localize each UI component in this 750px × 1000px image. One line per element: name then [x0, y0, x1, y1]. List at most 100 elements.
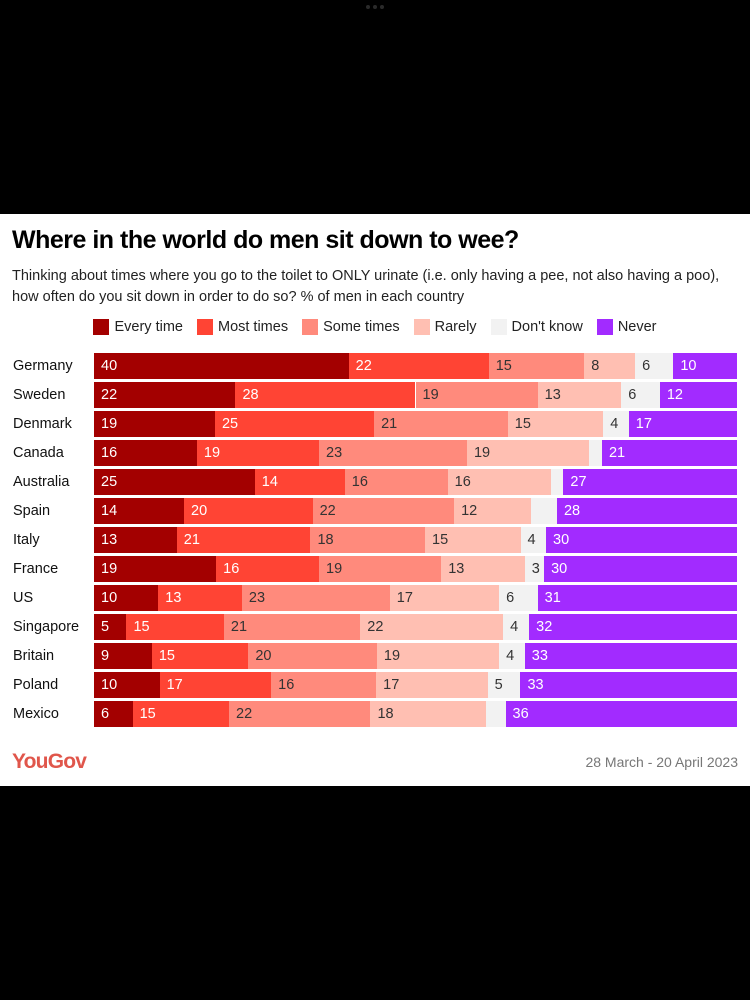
data-label: 6	[642, 358, 651, 374]
bar-segment-never: 32	[529, 614, 737, 640]
bar-segment-never: 27	[563, 469, 737, 495]
data-label: 16	[454, 474, 471, 490]
stacked-bar: 6 15 22 18 36	[94, 701, 737, 727]
bar-segment-never: 12	[659, 382, 737, 408]
data-label: 33	[531, 648, 548, 664]
data-label: 17	[635, 416, 652, 432]
data-label: 14	[101, 503, 118, 519]
data-label: 16	[223, 561, 240, 577]
legend-label: Some times	[323, 319, 400, 335]
stacked-bar: 5 15 21 22 4 32	[94, 614, 737, 640]
data-label: 20	[255, 648, 272, 664]
data-label: 5	[101, 619, 110, 635]
bar-segment-never: 31	[537, 585, 737, 611]
bar-segment-rarely: 17	[376, 672, 488, 698]
data-label: 19	[326, 561, 343, 577]
bar-segment-every-time: 10	[94, 672, 160, 698]
data-label: 17	[166, 677, 183, 693]
bar-segment-rarely: 18	[370, 701, 487, 727]
bar-segment-every-time: 14	[94, 498, 185, 524]
data-label: 10	[680, 358, 697, 374]
data-label: 21	[183, 532, 200, 548]
row-italy: Italy 13 21 18 15 4 30	[0, 527, 750, 553]
stacked-bar: 40 22 15 8 6 10	[94, 353, 737, 379]
bar-segment-never: 36	[505, 701, 737, 727]
bar-segment-don-t-know: 4	[520, 527, 546, 553]
category-label: Spain	[13, 503, 51, 519]
legend-label: Every time	[114, 319, 183, 335]
bar-segment-some-times: 23	[319, 440, 467, 466]
bar-segment-rarely: 12	[454, 498, 532, 524]
bar-segment-rarely: 17	[389, 585, 500, 611]
bar-segment-most-times: 15	[126, 614, 224, 640]
stacked-bar: 19 16 19 13 3 30	[94, 556, 737, 582]
window-drag-handle[interactable]	[366, 5, 384, 9]
data-label: 30	[553, 532, 570, 548]
data-label: 3	[531, 561, 540, 577]
bar-segment-some-times: 18	[310, 527, 426, 553]
bar-segment-never: 21	[601, 440, 737, 466]
bar-segment-rarely: 13	[441, 556, 525, 582]
data-label: 21	[608, 445, 626, 461]
bar-segment-most-times: 20	[184, 498, 313, 524]
data-label: 19	[473, 445, 491, 461]
bar-segment-most-times: 28	[235, 382, 416, 408]
bar-segment-most-times: 16	[216, 556, 320, 582]
data-label: 16	[278, 677, 295, 693]
data-label: 13	[544, 387, 561, 403]
data-label: 19	[422, 387, 439, 403]
data-label: 16	[101, 445, 118, 461]
stacked-bar: 25 14 16 16 27	[94, 469, 737, 495]
data-label: 15	[158, 648, 175, 664]
stacked-bar: 19 25 21 15 4 17	[94, 411, 737, 437]
data-label: 5	[494, 677, 503, 693]
bar-segment-every-time: 22	[94, 382, 236, 408]
data-label: 23	[326, 445, 343, 461]
data-label: 22	[355, 358, 372, 374]
bar-segment-every-time: 10	[94, 585, 159, 611]
stacked-bar: 16 19 23 19 21	[94, 440, 737, 466]
data-label: 22	[319, 503, 336, 519]
row-spain: Spain 14 20 22 12 28	[0, 498, 750, 524]
data-label: 19	[203, 445, 221, 461]
category-label: Canada	[13, 445, 64, 461]
bar-segment-some-times: 22	[229, 701, 371, 727]
row-canada: Canada 16 19 23 19 21	[0, 440, 750, 466]
data-label: 28	[242, 387, 259, 403]
bar-segment-don-t-know: 5	[487, 672, 521, 698]
bar-segment-every-time: 5	[94, 614, 127, 640]
bar-segment-most-times: 17	[159, 672, 272, 698]
bar-segment-every-time: 16	[94, 440, 197, 466]
bar-segment-don-t-know: 4	[603, 411, 629, 437]
data-label: 25	[101, 474, 118, 490]
data-label: 13	[448, 561, 465, 577]
bar-segment-some-times: 22	[312, 498, 455, 524]
bar-segment-every-time: 9	[94, 643, 152, 669]
data-label: 15	[514, 416, 531, 432]
data-label: 6	[101, 706, 110, 722]
row-us: US 10 13 23 17 6 31	[0, 585, 750, 611]
bar-segment-most-times: 19	[196, 440, 320, 466]
bar-segment-don-t-know: 4	[499, 643, 525, 669]
bar-segment-some-times: 15	[488, 353, 585, 379]
data-label: 6	[628, 387, 637, 403]
row-singapore: Singapore 5 15 21 22 4 32	[0, 614, 750, 640]
bar-segment-every-time: 19	[94, 411, 215, 437]
stacked-bar: 10 17 16 17 5 33	[94, 672, 737, 698]
bar-segment-rarely: 16	[447, 469, 551, 495]
legend-item-some-times: Some times	[302, 319, 400, 335]
bar-segment-don-t-know: 4	[503, 614, 530, 640]
bar-segment-don-t-know	[589, 440, 602, 466]
bar-segment-don-t-know	[486, 701, 506, 727]
legend-item-every-time: Every time	[93, 319, 183, 335]
legend-item-rarely: Rarely	[413, 319, 477, 335]
category-label: Denmark	[13, 416, 72, 432]
data-label: 18	[317, 532, 334, 548]
category-label: Mexico	[13, 706, 59, 722]
data-label: 20	[191, 503, 208, 519]
data-label: 25	[221, 416, 239, 432]
bar-segment-never: 33	[524, 643, 737, 669]
bar-segment-most-times: 13	[158, 585, 242, 611]
data-label: 4	[610, 416, 619, 432]
legend-label: Don't know	[511, 319, 583, 335]
